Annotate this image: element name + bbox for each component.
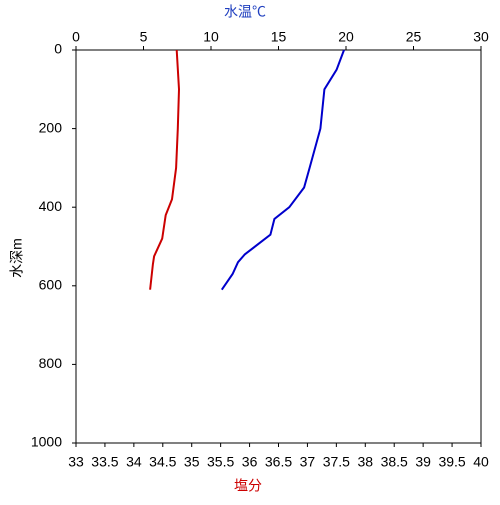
bottom-tick-label: 33.5: [91, 454, 118, 470]
bottom-tick-label: 38: [357, 454, 373, 470]
y-tick-label: 0: [54, 41, 62, 57]
bottom-tick-label: 38.5: [381, 454, 408, 470]
y-tick-label: 1000: [31, 434, 62, 450]
bottom-tick-label: 37: [300, 454, 316, 470]
plot-frame: [75, 49, 482, 444]
bottom-tick-label: 35.5: [207, 454, 234, 470]
bottom-tick-label: 34.5: [149, 454, 176, 470]
top-tick-label: 10: [203, 29, 219, 45]
y-tick-label: 600: [39, 277, 63, 293]
top-tick-label: 15: [271, 29, 287, 45]
bottom-tick-label: 40: [473, 454, 489, 470]
bottom-tick-label: 36: [242, 454, 258, 470]
y-axis-label: 水深m: [9, 238, 25, 278]
bottom-tick-label: 36.5: [265, 454, 292, 470]
y-tick-label: 400: [39, 198, 63, 214]
profile-line: [149, 49, 181, 290]
bottom-tick-label: 39.5: [438, 454, 465, 470]
bottom-tick-label: 39: [415, 454, 431, 470]
bottom-tick-label: 35: [184, 454, 200, 470]
top-axis-label: 水温℃: [224, 4, 266, 20]
bottom-tick-label: 37.5: [323, 454, 350, 470]
top-tick-label: 20: [338, 29, 354, 45]
y-tick-label: 800: [39, 355, 63, 371]
y-tick-label: 200: [39, 119, 63, 135]
top-tick-label: 25: [406, 29, 422, 45]
bottom-tick-label: 34: [126, 454, 142, 470]
bottom-axis-label: 塩分: [234, 478, 262, 494]
top-tick-label: 30: [473, 29, 489, 45]
top-tick-label: 5: [140, 29, 148, 45]
profile-line: [220, 49, 345, 291]
top-tick-label: 0: [72, 29, 80, 45]
bottom-tick-label: 33: [68, 454, 84, 470]
